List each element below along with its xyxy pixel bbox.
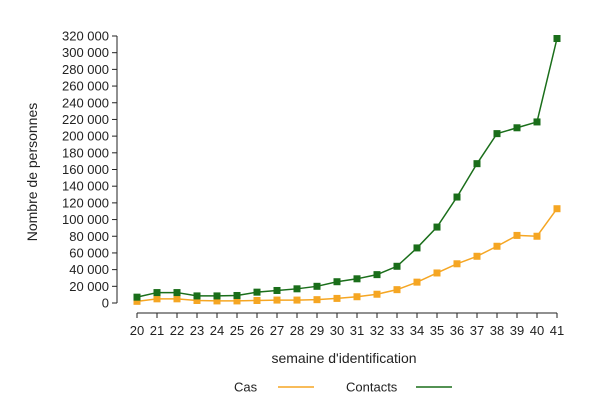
y-tick-label: 160 000: [62, 162, 109, 177]
x-tick-label: 31: [350, 323, 364, 338]
data-point-cas: [193, 296, 201, 304]
x-tick-label: 36: [450, 323, 464, 338]
data-point-contacts: [173, 289, 181, 297]
x-tick-label: 20: [130, 323, 144, 338]
x-tick-label: 21: [150, 323, 164, 338]
x-tick-label: 35: [430, 323, 444, 338]
data-point-contacts: [273, 286, 281, 294]
data-point-cas: [473, 252, 481, 260]
x-tick-label: 28: [290, 323, 304, 338]
data-point-cas: [313, 296, 321, 304]
data-point-contacts: [233, 291, 241, 299]
y-axis-title: Nombre de personnes: [24, 103, 40, 242]
data-point-contacts: [333, 278, 341, 286]
data-point-contacts: [153, 289, 161, 297]
data-point-contacts: [193, 292, 201, 300]
data-point-cas: [453, 260, 461, 268]
x-tick-label: 33: [390, 323, 404, 338]
data-point-cas: [353, 293, 361, 301]
y-tick-label: 180 000: [62, 145, 109, 160]
legend-item-cas: Cas: [234, 380, 314, 395]
x-tick-label: 30: [330, 323, 344, 338]
y-tick-label: 100 000: [62, 212, 109, 227]
data-point-contacts: [413, 244, 421, 252]
data-point-contacts: [353, 275, 361, 283]
x-tick-label: 24: [210, 323, 224, 338]
x-tick-label: 41: [550, 323, 564, 338]
data-point-contacts: [393, 262, 401, 270]
y-tick-label: 120 000: [62, 195, 109, 210]
data-point-cas: [233, 297, 241, 305]
data-point-cas: [213, 297, 221, 305]
data-point-cas: [253, 296, 261, 304]
y-tick-label: 80 000: [69, 229, 109, 244]
y-tick-label: 280 000: [62, 62, 109, 77]
plot-area: [133, 35, 561, 305]
series-line-cas: [136, 208, 558, 303]
x-tick-label: 29: [310, 323, 324, 338]
data-point-cas: [533, 232, 541, 240]
legend: Cas Contacts: [234, 380, 452, 395]
y-tick-label: 20 000: [69, 279, 109, 294]
x-tick-label: 38: [490, 323, 504, 338]
y-tick-label: 240 000: [62, 95, 109, 110]
legend-item-contacts: Contacts: [346, 380, 452, 395]
x-tick-label: 23: [190, 323, 204, 338]
data-point-cas: [373, 290, 381, 298]
legend-label: Cas: [234, 380, 258, 395]
data-point-cas: [493, 242, 501, 250]
y-tick-label: 0: [102, 296, 109, 311]
data-point-contacts: [553, 35, 561, 43]
data-point-contacts: [213, 292, 221, 300]
series-contacts: [133, 35, 561, 301]
y-tick-label: 300 000: [62, 45, 109, 60]
data-point-contacts: [533, 118, 541, 126]
data-point-cas: [553, 205, 561, 213]
x-tick-label: 37: [470, 323, 484, 338]
x-tick-label: 39: [510, 323, 524, 338]
data-point-cas: [273, 296, 281, 304]
legend-label: Contacts: [346, 380, 398, 395]
data-point-contacts: [133, 293, 141, 301]
y-tick-label: 140 000: [62, 179, 109, 194]
y-tick-label: 200 000: [62, 129, 109, 144]
data-point-cas: [293, 296, 301, 304]
data-point-contacts: [473, 160, 481, 168]
data-point-contacts: [313, 282, 321, 290]
data-point-cas: [393, 286, 401, 294]
series-line-contacts: [136, 38, 558, 298]
y-tick-label: 220 000: [62, 112, 109, 127]
data-point-cas: [153, 295, 161, 303]
data-point-contacts: [253, 288, 261, 296]
data-point-cas: [413, 278, 421, 286]
data-point-cas: [333, 294, 341, 302]
series-cas: [133, 205, 561, 305]
x-tick-label: 26: [250, 323, 264, 338]
data-point-contacts: [453, 193, 461, 201]
x-tick-label: 22: [170, 323, 184, 338]
data-point-contacts: [293, 285, 301, 293]
x-tick-label: 27: [270, 323, 284, 338]
y-tick-label: 260 000: [62, 79, 109, 94]
y-tick-label: 320 000: [62, 29, 109, 44]
x-tick-label: 34: [410, 323, 424, 338]
data-point-cas: [433, 269, 441, 277]
data-point-cas: [173, 295, 181, 303]
x-axis: 20 21 22 23 24 25 26 27 28 29 30 31 32 33 34 35 36 37 38 39…: [130, 312, 564, 338]
y-tick-label: 40 000: [69, 262, 109, 277]
data-point-contacts: [513, 124, 521, 132]
data-point-contacts: [433, 223, 441, 231]
x-tick-label: 32: [370, 323, 384, 338]
data-point-cas: [513, 231, 521, 239]
y-tick-label: 60 000: [69, 245, 109, 260]
data-point-cas: [133, 297, 141, 305]
x-tick-label: 25: [230, 323, 244, 338]
x-tick-label: 40: [530, 323, 544, 338]
data-point-contacts: [373, 271, 381, 279]
x-axis-title: semaine d'identification: [271, 350, 416, 366]
data-point-contacts: [493, 130, 501, 138]
